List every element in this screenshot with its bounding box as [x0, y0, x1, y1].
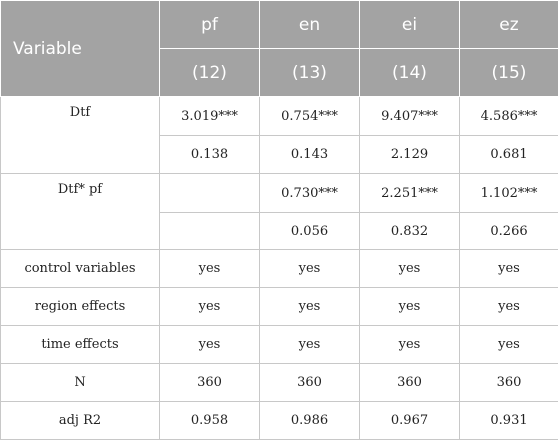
- value-cell: yes: [459, 287, 558, 326]
- coefficient-cell: 2.251***: [359, 173, 460, 213]
- row-label-dtf: Dtf: [0, 96, 160, 174]
- value-cell: 360: [259, 363, 360, 402]
- coefficient-cell: 4.586***: [459, 96, 558, 136]
- row-label-adj-r2: adj R2: [0, 401, 160, 440]
- row-label-region: region effects: [0, 287, 160, 326]
- row-label-n: N: [0, 363, 160, 402]
- row-label-interaction: Dtf* pf: [0, 173, 160, 250]
- column-header-ez: ez: [459, 0, 558, 49]
- model-number-15: (15): [459, 48, 558, 97]
- value-cell: yes: [459, 325, 558, 364]
- row-label-control: control variables: [0, 249, 160, 288]
- table-header: Variable pf en ei ez (12) (13) (14) (15): [0, 0, 558, 97]
- table-row: adj R2 0.958 0.986 0.967 0.931: [0, 401, 558, 440]
- std-error-cell: 0.138: [159, 135, 260, 174]
- std-error-cell: 0.056: [259, 212, 360, 250]
- value-cell: yes: [159, 287, 260, 326]
- std-error-cell: 2.129: [359, 135, 460, 174]
- value-cell: 0.958: [159, 401, 260, 440]
- table-row: control variables yes yes yes yes: [0, 249, 558, 288]
- value-cell: yes: [159, 325, 260, 364]
- std-error-cell: 0.681: [459, 135, 558, 174]
- table-row: time effects yes yes yes yes: [0, 325, 558, 364]
- coefficient-cell: 3.019***: [159, 96, 260, 136]
- std-error-cell: [159, 212, 260, 250]
- value-cell: yes: [459, 249, 558, 288]
- value-cell: 360: [159, 363, 260, 402]
- header-row-models: (12) (13) (14) (15): [1, 48, 558, 97]
- table-body: Dtf 3.019*** 0.754*** 9.407*** 4.586*** …: [0, 96, 558, 440]
- header-row-variables: Variable pf en ei ez: [0, 0, 558, 97]
- std-error-cell: 0.143: [259, 135, 360, 174]
- model-number-12: (12): [159, 48, 260, 97]
- model-number-13: (13): [259, 48, 360, 97]
- value-cell: 0.967: [359, 401, 460, 440]
- table-row: Dtf 3.019*** 0.754*** 9.407*** 4.586***: [0, 96, 558, 174]
- coefficient-cell: 1.102***: [459, 173, 558, 213]
- table-row: N 360 360 360 360: [0, 363, 558, 402]
- table-row: 0.056 0.832 0.266: [1, 212, 558, 250]
- table-row: Dtf* pf 0.730*** 2.251*** 1.102***: [0, 173, 558, 250]
- coefficient-cell: 0.730***: [259, 173, 360, 213]
- std-error-cell: 0.832: [359, 212, 460, 250]
- value-cell: yes: [259, 249, 360, 288]
- column-header-pf: pf: [159, 0, 260, 49]
- value-cell: yes: [259, 325, 360, 364]
- value-cell: 360: [459, 363, 558, 402]
- coefficient-cell: 9.407***: [359, 96, 460, 136]
- value-cell: 0.986: [259, 401, 360, 440]
- table-row: 0.138 0.143 2.129 0.681: [1, 135, 558, 174]
- coefficient-cell: 0.754***: [259, 96, 360, 136]
- variable-header: Variable: [0, 0, 160, 97]
- value-cell: 360: [359, 363, 460, 402]
- column-header-ei: ei: [359, 0, 460, 49]
- value-cell: 0.931: [459, 401, 558, 440]
- value-cell: yes: [259, 287, 360, 326]
- row-label-time: time effects: [0, 325, 160, 364]
- value-cell: yes: [359, 287, 460, 326]
- coefficient-cell: [159, 173, 260, 213]
- column-header-en: en: [259, 0, 360, 49]
- model-number-14: (14): [359, 48, 460, 97]
- value-cell: yes: [359, 249, 460, 288]
- value-cell: yes: [359, 325, 460, 364]
- table-row: region effects yes yes yes yes: [0, 287, 558, 326]
- std-error-cell: 0.266: [459, 212, 558, 250]
- value-cell: yes: [159, 249, 260, 288]
